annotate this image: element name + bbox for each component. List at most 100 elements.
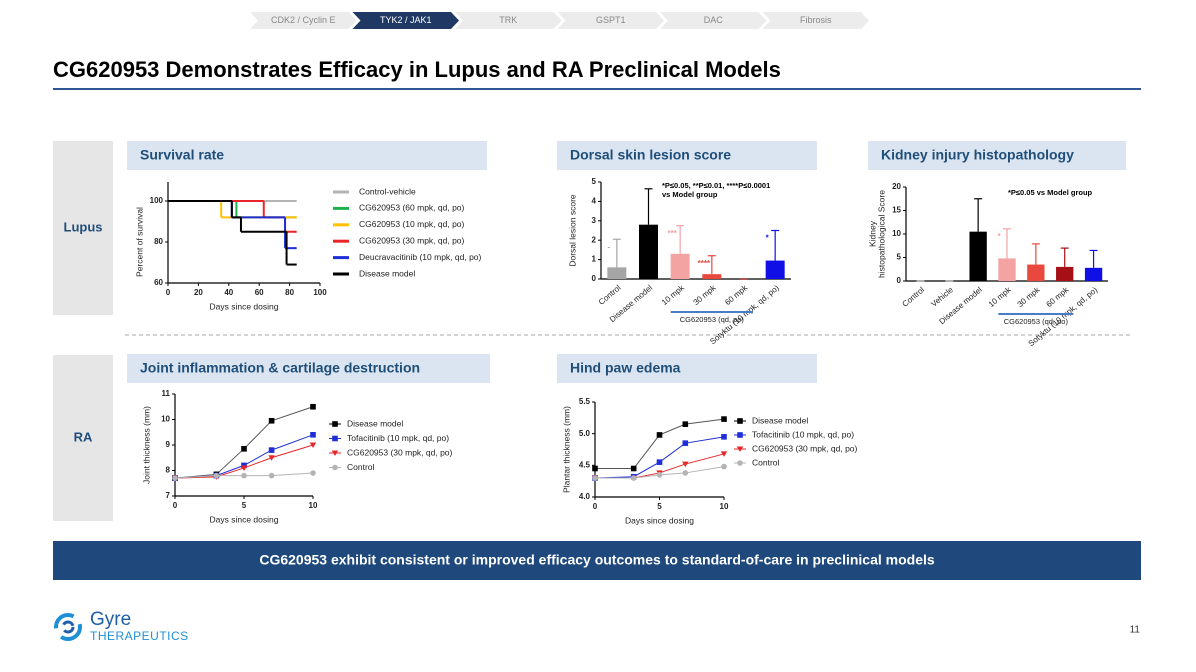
x-tick-label: 10 mpk [987,285,1014,309]
marker [682,470,689,476]
nav-tab-label: DAC [704,15,724,25]
legend-label: Disease model [359,268,415,278]
legend-label: Control [752,457,780,467]
legend-label: Disease model [347,418,403,428]
panel-header [127,354,490,383]
logo-name: Gyre [90,609,131,630]
legend-label: Control-vehicle [359,186,416,196]
marker [630,465,637,472]
significance: **** [698,259,711,268]
legend-marker [737,432,743,438]
marker [172,475,178,481]
y-tick-label: 10 [892,229,901,238]
bar [998,258,1016,281]
x-tick-label: 20 [194,288,203,297]
y-tick-label: 4.5 [579,460,591,469]
legend-label: Control [347,462,375,472]
marker [656,472,663,478]
marker [682,421,689,427]
marker [268,472,275,479]
bar [639,224,658,279]
y-tick-label: 20 [892,182,901,191]
legend-marker [331,450,339,456]
y-axis-label: Dorsal lesion score [567,194,577,267]
marker [241,446,247,452]
y-tick-label: 5 [897,253,902,262]
marker [310,470,316,476]
legend-marker [332,421,338,427]
nav-tab[interactable] [352,12,460,29]
marker [656,432,663,438]
x-tick-label: 60 mpk [723,283,750,307]
y-tick-label: 5.0 [579,429,591,438]
bar [1084,267,1103,281]
bar [702,274,722,279]
y-tick-label: 5.5 [579,397,591,406]
x-tick-label: 10 mpk [660,283,687,307]
nav-tab[interactable] [762,12,870,29]
marker [721,416,727,422]
bar [969,231,987,281]
legend-label: CG620953 (30 mpk, qd, po) [752,443,858,453]
nav-tab-label: CDK2 / Cyclin E [271,15,336,25]
x-tick-label: 30 mpk [1016,285,1043,309]
significance: - [607,242,610,251]
significance: *** [667,229,677,238]
banner-text: CG620953 exhibit consistent or improved … [259,552,935,568]
x-tick-label: 0 [593,502,598,511]
note: *P≤0.05 vs Model group [1008,188,1093,197]
legend-label: Disease model [752,415,808,425]
legend-label: CG620953 (30 mpk, qd, po) [347,447,453,457]
marker [240,465,248,471]
marker [682,440,689,446]
marker [592,465,598,472]
legend-marker [737,418,743,424]
bar [765,260,785,279]
y-tick-label: 0 [897,276,902,285]
section-label: RA [74,429,93,444]
page-number: 11 [1130,625,1141,636]
section-box [53,141,113,315]
slide-title: CG620953 Demonstrates Efficacy in Lupus … [53,57,781,82]
nav-tab[interactable] [455,12,562,29]
y-tick-label: 80 [154,237,163,246]
nav-tab-label: GSPT1 [596,15,626,25]
y-axis-label: histopathological Score [876,190,886,278]
series-line [174,434,314,479]
panel-title: Joint inflammation & cartilage destructi… [140,360,420,376]
marker [310,432,316,438]
panel-title: Survival rate [140,147,224,163]
x-tick-label: 0 [173,501,178,510]
x-tick-label: 5 [242,501,247,510]
y-tick-label: 4 [592,197,597,206]
x-tick-label: 30 mpk [692,283,719,307]
y-tick-label: 0 [592,274,597,283]
y-tick-label: 10 [161,415,170,424]
marker [592,475,598,481]
x-axis-label: Days since dosing [625,515,694,525]
x-tick-label: 10 [720,502,729,511]
nav-tab[interactable] [660,12,767,29]
marker [721,434,727,440]
panel-header [127,141,487,170]
nav-tab-label: TRK [499,15,517,25]
marker [721,463,727,470]
legend-label: CG620953 (60 mpk, qd, po) [359,203,465,213]
legend-label: Deucravacitinib (10 mpk, qd, po) [359,252,482,262]
nav-tab[interactable] [557,12,665,29]
significance: * [997,232,1001,241]
y-axis-label: Kidney [867,220,877,247]
y-tick-label: 5 [592,177,597,186]
logo-sub: THERAPEUTICS [90,629,189,643]
x-axis-label: Days since dosing [210,301,279,311]
x-tick-label: 5 [657,502,662,511]
group-label: CG620953 (qd, po) [1004,317,1069,326]
marker [268,417,275,424]
y-tick-label: 11 [162,389,171,398]
logo-icon [54,613,82,641]
x-tick-label: Control [901,285,927,309]
y-tick-label: 2 [592,235,597,244]
legend-marker [736,446,744,452]
nav-tab[interactable] [250,12,357,29]
